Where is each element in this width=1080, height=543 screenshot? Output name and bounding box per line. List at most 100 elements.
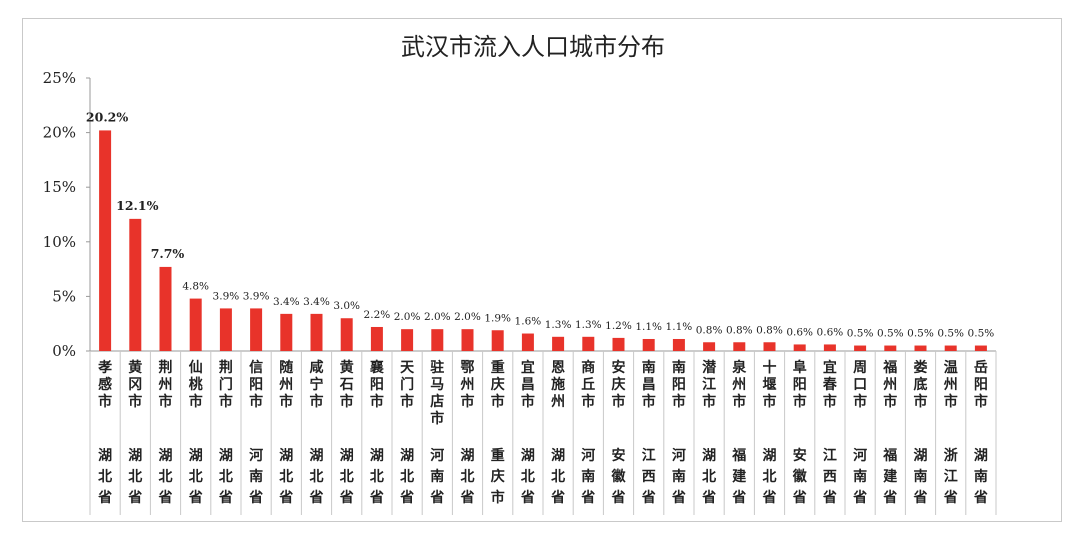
province-label: 省 — [278, 489, 293, 506]
province-label: 省 — [731, 489, 746, 506]
category-label: 市 — [823, 393, 837, 410]
province-label: 省 — [188, 489, 203, 506]
category-label: 天 — [400, 360, 415, 376]
category-label: 底 — [914, 376, 928, 393]
bar — [944, 345, 957, 351]
category-label: 咸 — [310, 359, 324, 376]
data-label: 1.9% — [484, 312, 511, 324]
category-label: 店 — [430, 393, 444, 410]
province-label: 省 — [218, 489, 233, 506]
bar — [974, 345, 987, 351]
category-label: 州 — [882, 377, 897, 393]
bar — [642, 338, 655, 351]
category-label: 重 — [491, 359, 505, 376]
province-label: 省 — [762, 489, 777, 506]
province-label: 省 — [520, 489, 535, 506]
category-label: 阳 — [249, 377, 263, 393]
data-label: 1.3% — [545, 319, 572, 331]
bar — [431, 329, 444, 351]
province-label: 北 — [159, 469, 173, 485]
category-label: 周 — [853, 360, 867, 376]
category-label: 安 — [612, 359, 626, 376]
province-label: 省 — [641, 489, 656, 506]
bar — [189, 298, 202, 351]
category-label: 市 — [98, 393, 112, 410]
y-tick-label: 5% — [52, 287, 76, 305]
category-label: 桃 — [189, 376, 203, 393]
province-label: 北 — [279, 469, 293, 485]
data-label: 1.3% — [575, 319, 602, 331]
data-label: 0.8% — [756, 324, 783, 336]
province-label: 省 — [943, 489, 958, 506]
province-label: 北 — [310, 469, 324, 485]
category-label: 市 — [702, 393, 716, 410]
category-label: 南 — [672, 359, 686, 376]
category-label: 宜 — [521, 359, 535, 376]
category-label: 驻 — [430, 359, 444, 376]
bar — [793, 344, 806, 351]
province-label: 省 — [429, 489, 444, 506]
data-label: 4.8% — [182, 281, 209, 293]
category-label: 市 — [642, 393, 656, 410]
data-label: 7.7% — [151, 246, 185, 261]
province-label: 北 — [98, 469, 112, 485]
category-label: 阳 — [974, 377, 988, 393]
category-label: 市 — [974, 393, 988, 410]
category-label: 市 — [914, 393, 928, 410]
bar — [310, 313, 323, 351]
bar — [340, 318, 353, 351]
category-label: 鄂 — [461, 360, 475, 376]
province-label: 湖 — [189, 448, 203, 464]
province-label: 北 — [461, 469, 475, 485]
chart-title: 武汉市流入人口城市分布 — [401, 33, 665, 61]
data-label: 0.6% — [817, 326, 844, 338]
category-label: 黄 — [340, 359, 354, 376]
data-label: 20.2% — [86, 109, 128, 124]
data-label: 2.0% — [424, 311, 451, 323]
category-label: 石 — [339, 377, 354, 393]
province-label: 省 — [913, 489, 928, 506]
province-label: 南 — [672, 468, 686, 485]
category-label: 庆 — [491, 376, 505, 393]
y-tick-label: 10% — [43, 233, 76, 251]
data-labels: 20.2%12.1%7.7%4.8%3.9% 3.9% 3.4% 3.4% 3.0%2.… — [86, 109, 994, 339]
province-label: 重 — [491, 447, 505, 464]
category-label: 阳 — [370, 377, 384, 393]
category-label: 昌 — [521, 377, 535, 393]
province-label: 建 — [883, 468, 897, 485]
bar — [491, 330, 504, 351]
category-label: 春 — [822, 376, 838, 393]
province-label: 省 — [701, 489, 716, 506]
bar — [370, 326, 383, 351]
province-label: 河 — [672, 447, 686, 464]
category-label: 市 — [310, 393, 324, 410]
category-label: 马 — [430, 377, 444, 393]
category-label: 市 — [793, 393, 807, 410]
category-label: 市 — [430, 410, 444, 427]
province-label: 河 — [581, 447, 595, 464]
province-label: 江 — [642, 447, 656, 464]
province-label: 湖 — [763, 448, 777, 464]
province-label: 南 — [974, 468, 988, 485]
bar — [884, 345, 897, 351]
category-label: 昌 — [642, 377, 656, 393]
bar — [280, 313, 293, 351]
bar — [733, 342, 746, 351]
category-label: 市 — [128, 393, 142, 410]
province-label: 省 — [580, 489, 595, 506]
data-label: 0.5% — [937, 328, 964, 340]
province-label: 浙 — [944, 447, 958, 464]
data-label: 0.5% — [877, 328, 904, 340]
province-label: 江 — [823, 447, 837, 464]
category-label: 市 — [219, 393, 233, 410]
province-label: 湖 — [98, 448, 112, 464]
category-label: 温 — [944, 360, 958, 376]
province-label: 湖 — [461, 448, 475, 464]
bar — [521, 333, 534, 351]
category-label: 州 — [460, 377, 475, 393]
category-label: 恩 — [551, 360, 565, 376]
data-label: 1.1% — [635, 321, 662, 333]
category-label: 阳 — [672, 377, 686, 393]
y-tick-label: 20% — [43, 124, 76, 142]
category-label: 市 — [944, 393, 958, 410]
